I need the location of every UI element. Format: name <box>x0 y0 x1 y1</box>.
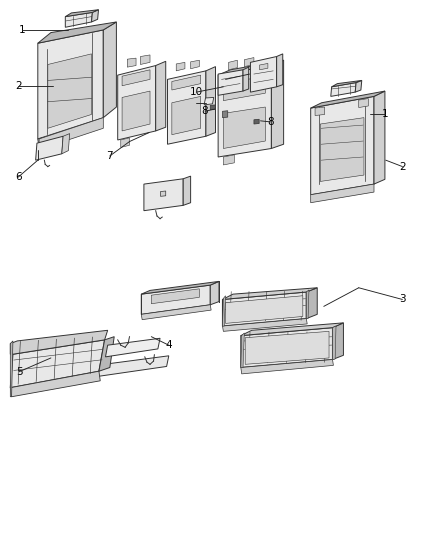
Polygon shape <box>311 91 385 108</box>
Polygon shape <box>191 60 199 69</box>
Polygon shape <box>359 99 368 108</box>
Polygon shape <box>244 58 254 67</box>
Polygon shape <box>311 184 374 203</box>
Polygon shape <box>241 328 332 368</box>
Polygon shape <box>93 356 169 377</box>
Polygon shape <box>151 289 199 304</box>
Polygon shape <box>331 83 356 96</box>
Polygon shape <box>218 66 272 157</box>
Polygon shape <box>332 326 336 360</box>
Polygon shape <box>127 58 136 67</box>
Polygon shape <box>245 332 329 365</box>
Polygon shape <box>223 111 228 118</box>
Text: 8: 8 <box>267 117 274 127</box>
Polygon shape <box>35 136 63 160</box>
Polygon shape <box>176 62 185 71</box>
Polygon shape <box>118 66 155 140</box>
Polygon shape <box>121 138 130 148</box>
Polygon shape <box>204 98 214 105</box>
Polygon shape <box>223 292 306 326</box>
Text: 11: 11 <box>219 75 232 84</box>
Polygon shape <box>223 296 226 326</box>
Polygon shape <box>218 60 284 75</box>
Polygon shape <box>11 330 108 354</box>
Polygon shape <box>11 371 100 397</box>
Polygon shape <box>306 288 317 319</box>
Polygon shape <box>62 134 70 154</box>
Polygon shape <box>229 60 237 70</box>
Polygon shape <box>332 80 362 87</box>
Polygon shape <box>38 22 117 43</box>
Polygon shape <box>332 323 343 360</box>
Polygon shape <box>122 70 150 86</box>
Polygon shape <box>243 67 249 91</box>
Polygon shape <box>223 107 265 149</box>
Text: 10: 10 <box>190 87 203 97</box>
Polygon shape <box>160 191 166 196</box>
Text: 8: 8 <box>202 106 208 116</box>
Polygon shape <box>206 67 215 136</box>
Polygon shape <box>254 119 259 124</box>
Polygon shape <box>48 54 92 128</box>
Polygon shape <box>38 30 103 139</box>
Polygon shape <box>223 319 307 332</box>
Polygon shape <box>226 296 303 324</box>
Polygon shape <box>374 91 385 184</box>
Text: 2: 2 <box>399 161 406 172</box>
Polygon shape <box>183 176 191 205</box>
Polygon shape <box>210 105 215 110</box>
Polygon shape <box>223 155 234 165</box>
Polygon shape <box>172 96 201 135</box>
Text: 6: 6 <box>15 172 21 182</box>
Text: 7: 7 <box>106 151 113 161</box>
Polygon shape <box>65 12 92 27</box>
Polygon shape <box>39 118 103 150</box>
Polygon shape <box>141 285 210 314</box>
Polygon shape <box>306 290 309 319</box>
Polygon shape <box>122 91 150 131</box>
Polygon shape <box>355 80 362 92</box>
Polygon shape <box>172 75 201 90</box>
Polygon shape <box>210 281 219 305</box>
Polygon shape <box>311 96 374 195</box>
Polygon shape <box>141 281 219 294</box>
Text: 4: 4 <box>166 340 172 350</box>
Text: 2: 2 <box>15 81 21 91</box>
Polygon shape <box>167 71 206 144</box>
Polygon shape <box>241 323 343 336</box>
Polygon shape <box>155 61 166 131</box>
Polygon shape <box>251 56 277 92</box>
Polygon shape <box>260 63 268 70</box>
Polygon shape <box>315 107 325 116</box>
Text: 9: 9 <box>193 98 200 108</box>
Polygon shape <box>144 179 183 211</box>
Text: 3: 3 <box>399 294 406 304</box>
Polygon shape <box>141 55 150 64</box>
Text: 1: 1 <box>381 109 388 119</box>
Polygon shape <box>141 305 211 320</box>
Polygon shape <box>320 118 364 181</box>
Polygon shape <box>99 337 114 371</box>
Polygon shape <box>103 22 117 118</box>
Polygon shape <box>241 360 333 374</box>
Polygon shape <box>38 136 52 148</box>
Polygon shape <box>218 70 243 95</box>
Polygon shape <box>11 340 105 387</box>
Polygon shape <box>106 338 160 357</box>
Polygon shape <box>272 60 284 149</box>
Polygon shape <box>277 54 283 87</box>
Polygon shape <box>223 288 317 300</box>
Text: 5: 5 <box>16 367 22 377</box>
Polygon shape <box>92 10 99 22</box>
Polygon shape <box>65 10 99 17</box>
Text: 1: 1 <box>18 25 25 35</box>
Polygon shape <box>223 76 265 101</box>
Polygon shape <box>11 341 13 397</box>
Polygon shape <box>241 333 244 368</box>
